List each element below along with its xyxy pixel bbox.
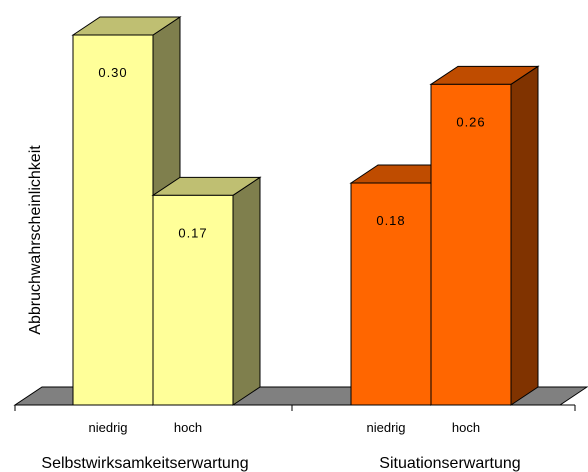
x-tick-label: hoch [452,420,480,435]
x-axis-ticks [14,405,576,411]
bar: 0.26 [429,65,540,406]
bar: 0.30 [71,16,182,406]
data-label: 0.18 [376,213,405,228]
bar-front [350,182,432,406]
bar-front [152,194,234,406]
x-tick-label: niedrig [88,420,127,435]
group-labels: Selbstwirksamkeitserwartung Situationserw… [41,455,520,472]
bar-side [510,65,539,406]
data-label: 0.26 [456,114,485,129]
group-label: Situationserwartung [379,455,520,472]
y-axis-label: Abbruchwahrscheinlichkeit [27,145,44,335]
group-label: Selbstwirksamkeitserwartung [41,455,248,472]
x-tick-labels: niedrig hoch niedrig hoch [88,420,480,435]
data-label: 0.30 [98,65,127,80]
x-tick-label: hoch [174,420,202,435]
bar: 0.17 [151,176,262,406]
bar-front [72,34,154,406]
bar-front [430,83,512,406]
bars: 0.30 0.17 0.18 0.26 [71,16,540,406]
bar-side [232,176,261,406]
x-tick-label: niedrig [366,420,405,435]
data-label: 0.17 [178,225,207,240]
